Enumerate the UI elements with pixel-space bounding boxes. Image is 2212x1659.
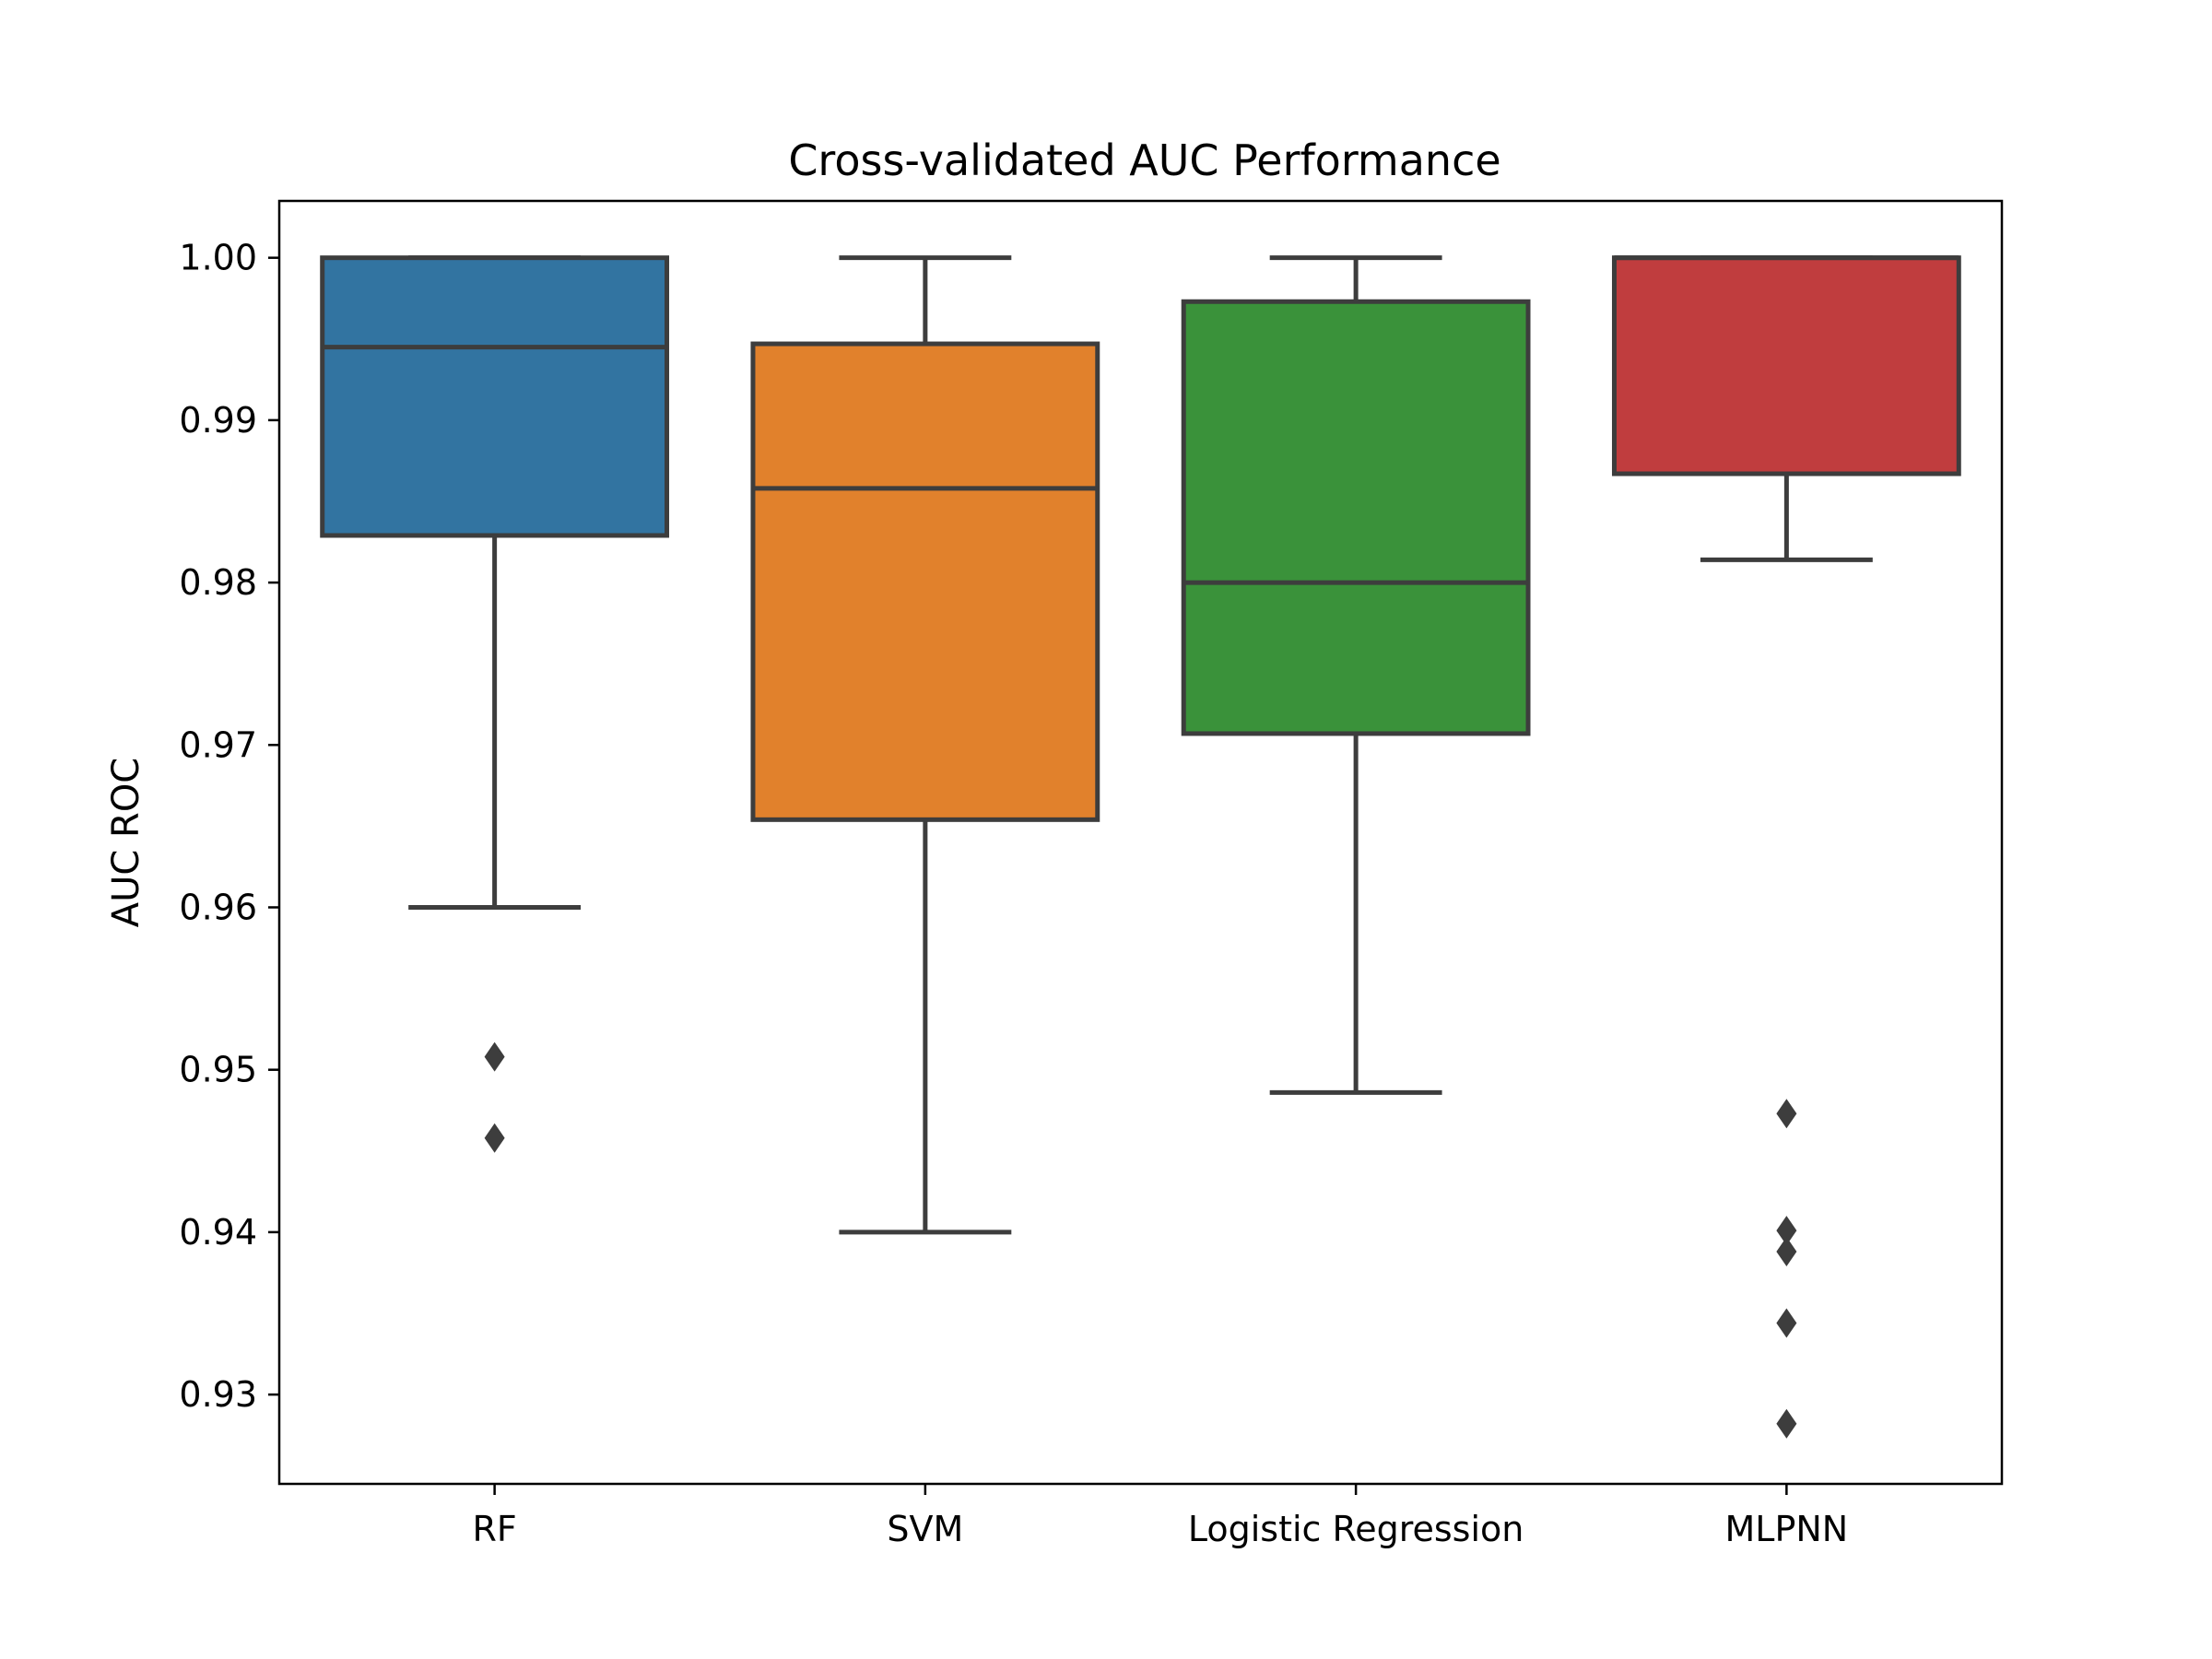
y-tick-label: 0.94 (179, 1212, 257, 1253)
x-tick-label: Logistic Regression (1188, 1509, 1524, 1549)
outlier-point (484, 1041, 505, 1072)
y-tick-label: 0.95 (179, 1050, 257, 1090)
box-group (320, 255, 670, 1153)
outlier-point (484, 1123, 505, 1153)
chart-title: Cross-validated AUC Performance (788, 135, 1500, 185)
x-tick-label: RF (472, 1509, 516, 1549)
box (1611, 255, 1961, 477)
box-group (750, 255, 1100, 1235)
y-tick-label: 0.93 (179, 1374, 257, 1415)
outlier-point (1776, 1216, 1797, 1246)
outlier-point (1776, 1099, 1797, 1129)
y-tick-label: 0.96 (179, 887, 257, 927)
box (1181, 299, 1531, 736)
outlier-point (1776, 1308, 1797, 1338)
y-axis-label: AUC ROC (105, 758, 147, 928)
x-axis: RF SVM Logistic Regression MLPNN (472, 1484, 1848, 1549)
y-tick-label: 0.98 (179, 562, 257, 603)
y-tick-label: 0.99 (179, 400, 257, 441)
box (320, 255, 670, 538)
outlier-point (1776, 1408, 1797, 1439)
axes-frame (277, 199, 2004, 1486)
box (750, 341, 1100, 822)
y-tick-label: 0.97 (179, 724, 257, 765)
box-group (1611, 255, 1961, 1439)
box-group (1181, 255, 1531, 1095)
y-axis: 0.93 0.94 0.95 0.96 0.97 0.98 0.99 1.00 (179, 238, 279, 1415)
outlier-point (1776, 1237, 1797, 1267)
plot-area (320, 255, 1961, 1439)
x-tick-label: MLPNN (1725, 1509, 1849, 1549)
y-tick-label: 1.00 (179, 238, 257, 278)
x-tick-label: SVM (887, 1509, 963, 1549)
